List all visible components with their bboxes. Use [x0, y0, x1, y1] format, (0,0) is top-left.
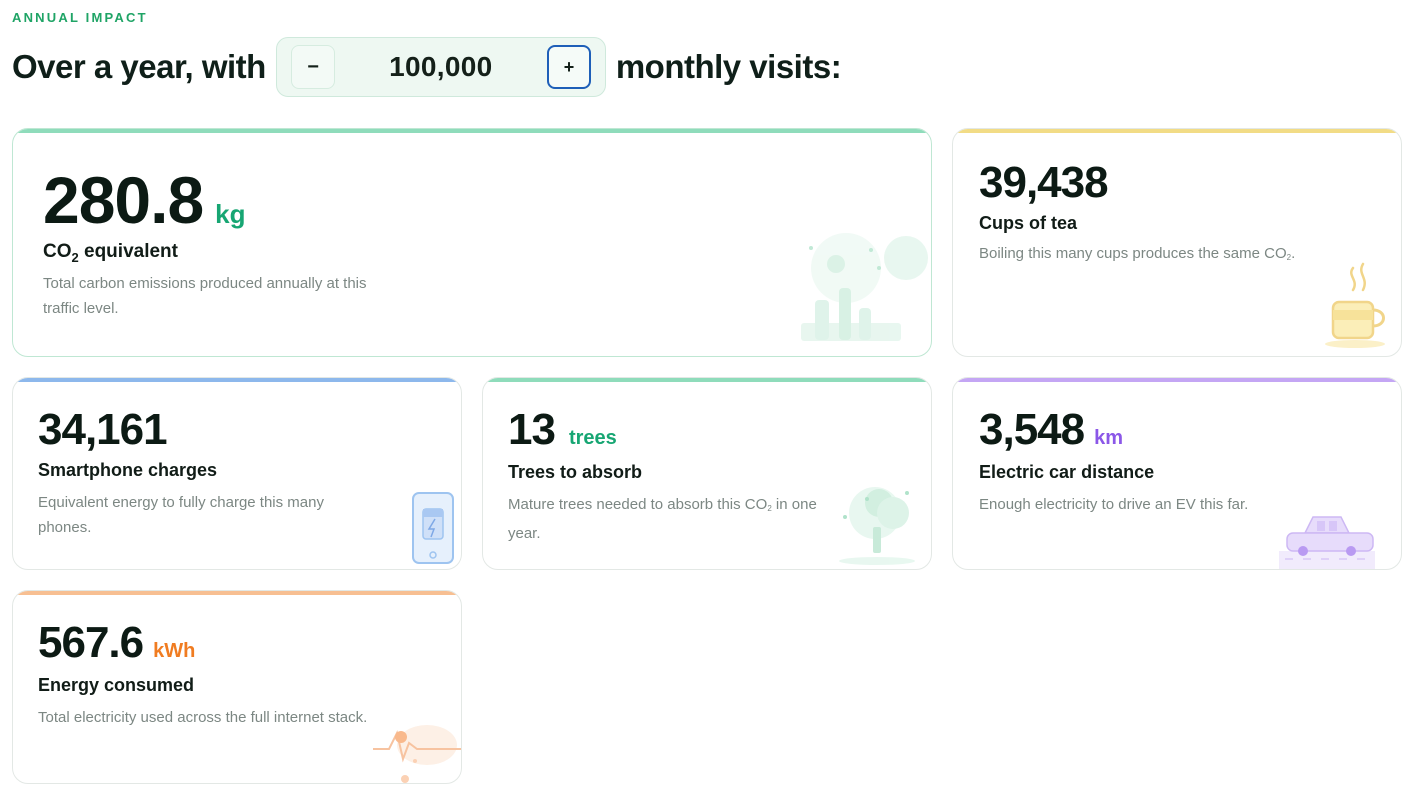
trees-label: Trees to absorb — [508, 462, 643, 482]
tea-cup-icon — [1325, 262, 1385, 348]
phone-card: 34,161 Smartphone charges Equivalent ene… — [12, 377, 462, 570]
co2-label: CO2 equivalent — [43, 241, 178, 265]
increment-button[interactable]: + — [546, 45, 591, 89]
tea-description-end: . — [1291, 245, 1296, 262]
energy-label: Energy consumed — [38, 675, 195, 695]
phone-label: Smartphone charges — [38, 460, 218, 480]
energy-pulse-icon — [373, 725, 461, 783]
trees-description: Mature trees needed to absorb this CO2 i… — [508, 492, 838, 546]
co2-label-rest: equivalent — [78, 241, 178, 262]
energy-card: 567.6 kWh Energy consumed Total electric… — [12, 590, 462, 784]
trees-value: 13 — [508, 405, 556, 454]
tea-card-accent — [953, 129, 1401, 133]
factory-icon — [801, 233, 928, 341]
car-description: Enough electricity to drive an EV this f… — [979, 496, 1249, 513]
phone-value: 34,161 — [38, 405, 168, 454]
phone-card-accent — [13, 378, 461, 382]
car-unit: km — [1094, 427, 1124, 449]
headline: Over a year, with − 100,000 + monthly vi… — [12, 36, 842, 98]
monthly-visits-value[interactable]: 100,000 — [389, 51, 493, 82]
energy-unit: kWh — [153, 640, 196, 662]
tea-description-text: Boiling this many cups produces the same… — [979, 245, 1287, 262]
car-label: Electric car distance — [979, 462, 1155, 482]
co2-description: Total carbon emissions produced annually… — [43, 275, 367, 317]
trees-description-end: in one year. — [508, 496, 817, 542]
co2-card: 280.8 kg CO2 equivalent Total carbon emi… — [12, 128, 932, 357]
co2-label-text: CO — [43, 241, 72, 262]
headline-prefix: Over a year, with — [12, 48, 266, 85]
trees-card-accent — [483, 378, 931, 382]
co2-label-subscript: 2 — [71, 249, 79, 265]
car-value: 3,548 — [979, 405, 1085, 454]
headline-suffix: monthly visits: — [615, 48, 842, 85]
co2-card-accent — [13, 129, 931, 133]
co2-unit: kg — [215, 199, 246, 229]
electric-car-icon — [1279, 516, 1375, 569]
tea-description: Boiling this many cups produces the same… — [979, 241, 1379, 270]
trees-description-text: Mature trees needed to absorb this CO — [508, 496, 768, 513]
trees-description-subscript: 2 — [767, 504, 772, 513]
trees-unit: trees — [568, 427, 617, 449]
visits-stepper: − 100,000 + — [275, 37, 606, 97]
tea-description-subscript: 2 — [1286, 253, 1292, 262]
decrement-button[interactable]: − — [290, 45, 335, 89]
phone-description: Equivalent energy to fully charge this m… — [38, 494, 324, 536]
tea-card: 39,438 Cups of tea Boiling this many cup… — [952, 128, 1402, 357]
co2-value: 280.8 — [43, 163, 204, 237]
energy-description: Total electricity used across the full i… — [38, 709, 368, 726]
energy-card-accent — [13, 591, 461, 595]
tea-label: Cups of tea — [979, 213, 1078, 233]
energy-value: 567.6 — [38, 618, 144, 667]
smartphone-icon — [412, 492, 454, 564]
section-eyebrow: ANNUAL IMPACT — [12, 10, 148, 25]
car-card-accent — [953, 378, 1401, 382]
tree-icon — [839, 487, 915, 565]
tea-value: 39,438 — [979, 158, 1109, 207]
trees-card: 13 trees Trees to absorb Mature trees ne… — [482, 377, 932, 570]
car-card: 3,548 km Electric car distance Enough el… — [952, 377, 1402, 570]
